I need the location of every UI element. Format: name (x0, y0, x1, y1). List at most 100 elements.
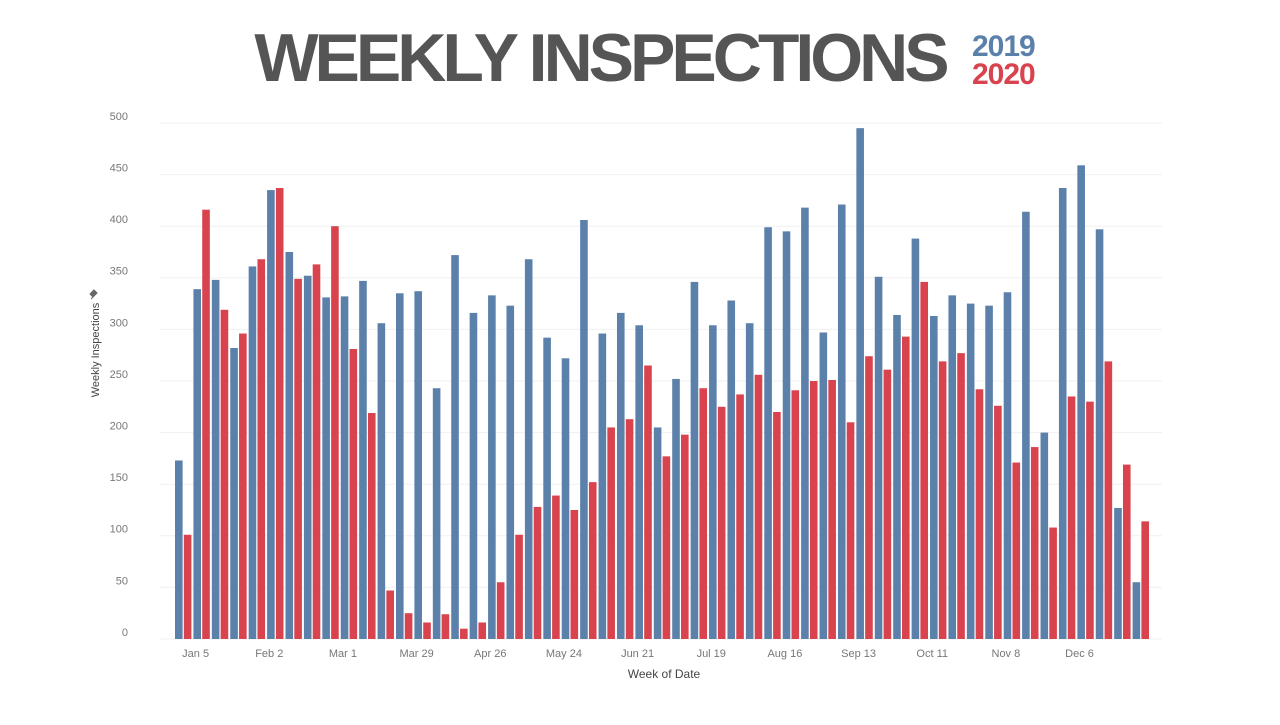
bar (736, 394, 744, 639)
y-tick-label: 50 (116, 575, 128, 587)
bar (202, 209, 210, 640)
bar (938, 361, 947, 639)
bar (662, 456, 671, 639)
y-tick-label: 450 (110, 163, 128, 175)
bar (625, 419, 634, 639)
bar (994, 405, 1002, 639)
bar (395, 293, 404, 639)
bar (920, 281, 929, 639)
bar (1122, 464, 1131, 639)
bar (386, 590, 394, 639)
y-axis-title: Weekly Inspections (90, 302, 102, 397)
bar (966, 303, 975, 639)
x-tick-label: Oct 11 (916, 648, 948, 660)
bar (175, 460, 183, 639)
bar (1030, 447, 1039, 639)
bar (1003, 292, 1012, 639)
bar (377, 323, 386, 639)
y-tick-label: 250 (110, 369, 128, 381)
bar (985, 305, 993, 639)
bar (441, 614, 450, 639)
bar (809, 381, 818, 639)
bar (533, 506, 542, 639)
bar (607, 427, 615, 639)
bar (359, 280, 367, 639)
x-tick-label: Feb 2 (255, 648, 283, 660)
bar (856, 128, 864, 639)
bar (930, 315, 938, 639)
bar (349, 349, 358, 639)
bar (681, 434, 689, 639)
bar (791, 390, 800, 639)
bar (561, 358, 570, 639)
x-tick-label: Jan 5 (182, 648, 209, 660)
bar (1095, 229, 1104, 639)
bar (340, 296, 349, 639)
bar (1132, 582, 1141, 639)
bar (1141, 521, 1149, 639)
bar (414, 291, 423, 639)
chart-title: WEEKLY INSPECTIONS (254, 20, 947, 96)
bar (957, 353, 965, 639)
x-tick-label: Mar 1 (329, 648, 357, 660)
bar (773, 411, 781, 639)
bar (488, 295, 496, 639)
bar (846, 422, 855, 639)
bar (588, 482, 597, 639)
y-tick-label: 100 (110, 524, 128, 536)
bar (432, 388, 441, 639)
bar (598, 333, 607, 639)
bar (294, 278, 302, 639)
x-tick-label: Jul 19 (697, 648, 726, 660)
x-tick-label: Sep 13 (841, 648, 876, 660)
bar (451, 255, 459, 639)
bar (782, 231, 791, 640)
bar (524, 259, 533, 639)
bar (837, 204, 846, 639)
bar (709, 325, 717, 639)
bar (901, 336, 910, 639)
legend-entry: 2019 (972, 30, 1035, 63)
y-tick-label: 150 (110, 472, 128, 484)
bar (653, 427, 662, 639)
y-tick-label: 300 (110, 317, 128, 329)
bar (1067, 396, 1076, 639)
bar (239, 333, 247, 639)
bar (672, 378, 680, 639)
bar (275, 188, 284, 640)
bar (257, 259, 266, 639)
bar (1022, 211, 1030, 639)
bar (580, 220, 588, 639)
bar (975, 389, 984, 639)
bar (699, 388, 708, 639)
bar (1058, 188, 1067, 640)
bar (1040, 432, 1049, 639)
bar (948, 295, 957, 639)
bar (1012, 462, 1021, 639)
bar (312, 264, 321, 639)
bar (220, 309, 229, 639)
bar (717, 406, 726, 639)
bar (727, 300, 736, 639)
legend-entry: 2020 (972, 58, 1035, 91)
x-tick-label: Apr 26 (474, 648, 506, 660)
bar (893, 314, 901, 639)
bar (183, 534, 192, 639)
bar (911, 238, 920, 640)
bar (644, 365, 652, 639)
bar (404, 613, 413, 639)
bar (1077, 165, 1085, 639)
bar (515, 534, 523, 639)
bar (865, 356, 873, 639)
bar (1114, 507, 1122, 639)
x-tick-label: Nov 8 (992, 648, 1021, 660)
bar (828, 379, 836, 639)
bar (331, 226, 339, 639)
bar (745, 323, 754, 639)
bar (883, 369, 892, 639)
bar (478, 622, 487, 639)
x-tick-label: Dec 6 (1065, 648, 1094, 660)
x-tick-label: May 24 (546, 648, 582, 660)
bar (552, 495, 560, 639)
